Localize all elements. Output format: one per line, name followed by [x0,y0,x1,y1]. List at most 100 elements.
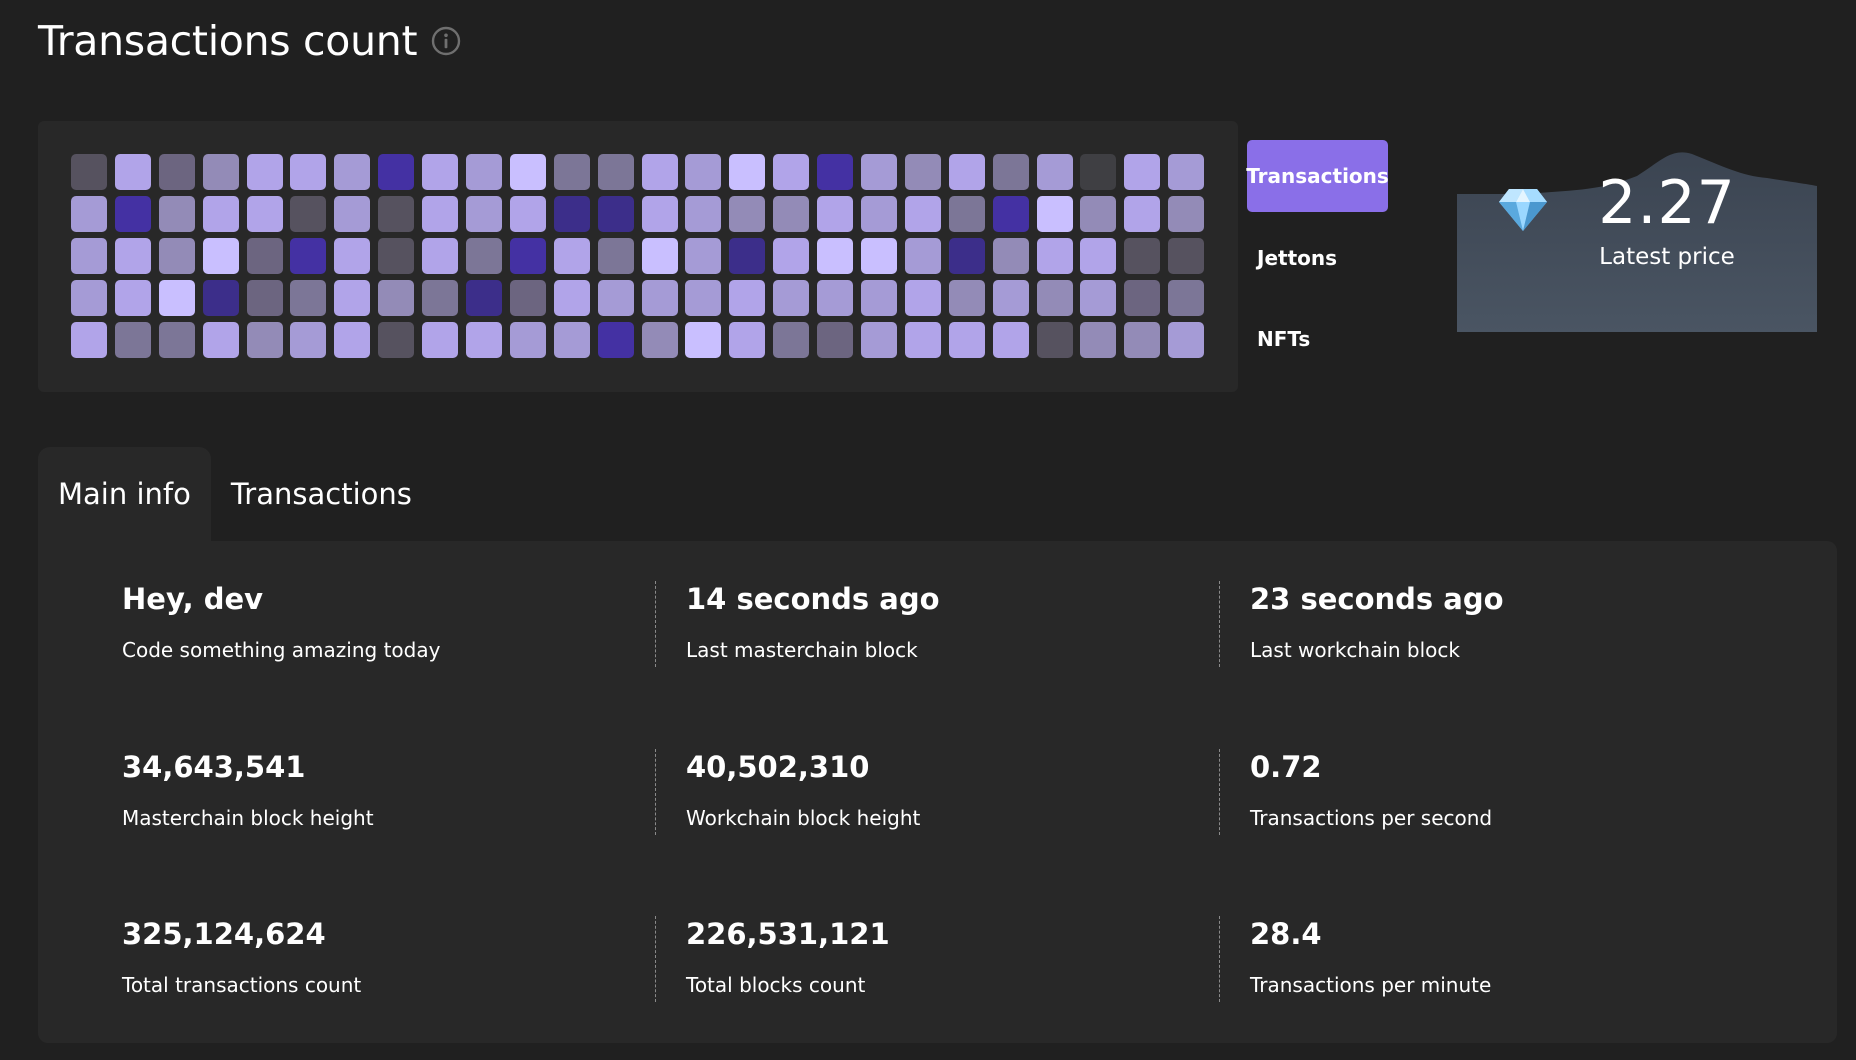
heatmap-cell[interactable] [773,238,810,274]
heatmap-cell[interactable] [729,238,766,274]
heatmap-cell[interactable] [641,238,678,274]
heatmap-cell[interactable] [334,280,371,316]
heatmap-cell[interactable] [904,280,941,316]
heatmap-cell[interactable] [71,154,107,190]
heatmap-cell[interactable] [378,238,415,274]
heatmap-cell[interactable] [861,322,898,358]
heatmap-cell[interactable] [422,154,459,190]
heatmap-cell[interactable] [685,196,722,232]
info-icon[interactable] [431,26,461,56]
heatmap-cell[interactable] [334,322,371,358]
heatmap-cell[interactable] [729,154,766,190]
heatmap-cell[interactable] [290,280,327,316]
heatmap-cell[interactable] [817,238,854,274]
heatmap-cell[interactable] [378,280,415,316]
heatmap-cell[interactable] [861,196,898,232]
heatmap-cell[interactable] [773,322,810,358]
switch-jettons-button[interactable]: Jettons [1257,245,1338,270]
heatmap-cell[interactable] [1124,154,1161,190]
heatmap-cell[interactable] [992,154,1029,190]
heatmap-cell[interactable] [948,238,985,274]
heatmap-cell[interactable] [685,280,722,316]
switch-transactions-button[interactable]: Transactions [1246,140,1389,212]
heatmap-cell[interactable] [773,154,810,190]
heatmap-cell[interactable] [641,196,678,232]
heatmap-cell[interactable] [334,196,371,232]
heatmap-cell[interactable] [378,154,415,190]
heatmap-cell[interactable] [1168,154,1205,190]
heatmap-cell[interactable] [114,238,151,274]
heatmap-cell[interactable] [466,322,503,358]
heatmap-cell[interactable] [158,238,195,274]
heatmap-cell[interactable] [466,154,503,190]
heatmap-cell[interactable] [202,196,239,232]
heatmap-cell[interactable] [553,322,590,358]
heatmap-cell[interactable] [861,238,898,274]
heatmap-cell[interactable] [553,280,590,316]
heatmap-cell[interactable] [817,154,854,190]
heatmap-cell[interactable] [1124,238,1161,274]
heatmap-cell[interactable] [71,322,107,358]
heatmap-cell[interactable] [246,238,283,274]
heatmap-cell[interactable] [597,322,634,358]
heatmap-cell[interactable] [553,238,590,274]
heatmap-cell[interactable] [422,280,459,316]
heatmap-cell[interactable] [1036,196,1073,232]
heatmap-cell[interactable] [685,238,722,274]
heatmap-cell[interactable] [246,154,283,190]
heatmap-cell[interactable] [334,238,371,274]
heatmap-cell[interactable] [553,154,590,190]
heatmap-cell[interactable] [1168,238,1205,274]
tab-transactions[interactable]: Transactions [230,477,412,511]
heatmap-cell[interactable] [509,154,546,190]
heatmap-cell[interactable] [597,196,634,232]
heatmap-cell[interactable] [553,196,590,232]
heatmap-cell[interactable] [158,154,195,190]
heatmap-cell[interactable] [422,196,459,232]
heatmap-cell[interactable] [729,322,766,358]
heatmap-cell[interactable] [509,238,546,274]
heatmap-cell[interactable] [246,280,283,316]
heatmap-cell[interactable] [422,238,459,274]
heatmap-cell[interactable] [992,280,1029,316]
heatmap-cell[interactable] [114,322,151,358]
heatmap-cell[interactable] [992,196,1029,232]
heatmap-cell[interactable] [1124,322,1161,358]
heatmap-cell[interactable] [378,322,415,358]
heatmap-cell[interactable] [641,154,678,190]
heatmap-cell[interactable] [948,322,985,358]
heatmap-cell[interactable] [817,322,854,358]
heatmap-cell[interactable] [466,238,503,274]
heatmap-cell[interactable] [1080,238,1117,274]
heatmap-cell[interactable] [509,280,546,316]
heatmap-cell[interactable] [729,280,766,316]
heatmap-cell[interactable] [773,196,810,232]
heatmap-cell[interactable] [641,280,678,316]
heatmap-cell[interactable] [290,154,327,190]
heatmap-cell[interactable] [71,280,107,316]
heatmap-cell[interactable] [202,322,239,358]
heatmap-cell[interactable] [1080,196,1117,232]
heatmap-cell[interactable] [378,196,415,232]
heatmap-cell[interactable] [509,196,546,232]
heatmap-cell[interactable] [158,196,195,232]
heatmap-cell[interactable] [114,280,151,316]
heatmap-cell[interactable] [1124,280,1161,316]
heatmap-cell[interactable] [729,196,766,232]
heatmap-cell[interactable] [685,154,722,190]
heatmap-cell[interactable] [992,238,1029,274]
heatmap-cell[interactable] [948,154,985,190]
heatmap-cell[interactable] [1168,322,1205,358]
switch-nfts-button[interactable]: NFTs [1257,326,1311,351]
heatmap-cell[interactable] [1036,280,1073,316]
heatmap-cell[interactable] [246,196,283,232]
heatmap-cell[interactable] [71,238,107,274]
heatmap-cell[interactable] [71,196,107,232]
tab-main-info[interactable]: Main info [38,447,211,542]
heatmap-cell[interactable] [641,322,678,358]
heatmap-cell[interactable] [202,154,239,190]
heatmap-cell[interactable] [685,322,722,358]
heatmap-cell[interactable] [422,322,459,358]
heatmap-cell[interactable] [817,196,854,232]
heatmap-cell[interactable] [817,280,854,316]
